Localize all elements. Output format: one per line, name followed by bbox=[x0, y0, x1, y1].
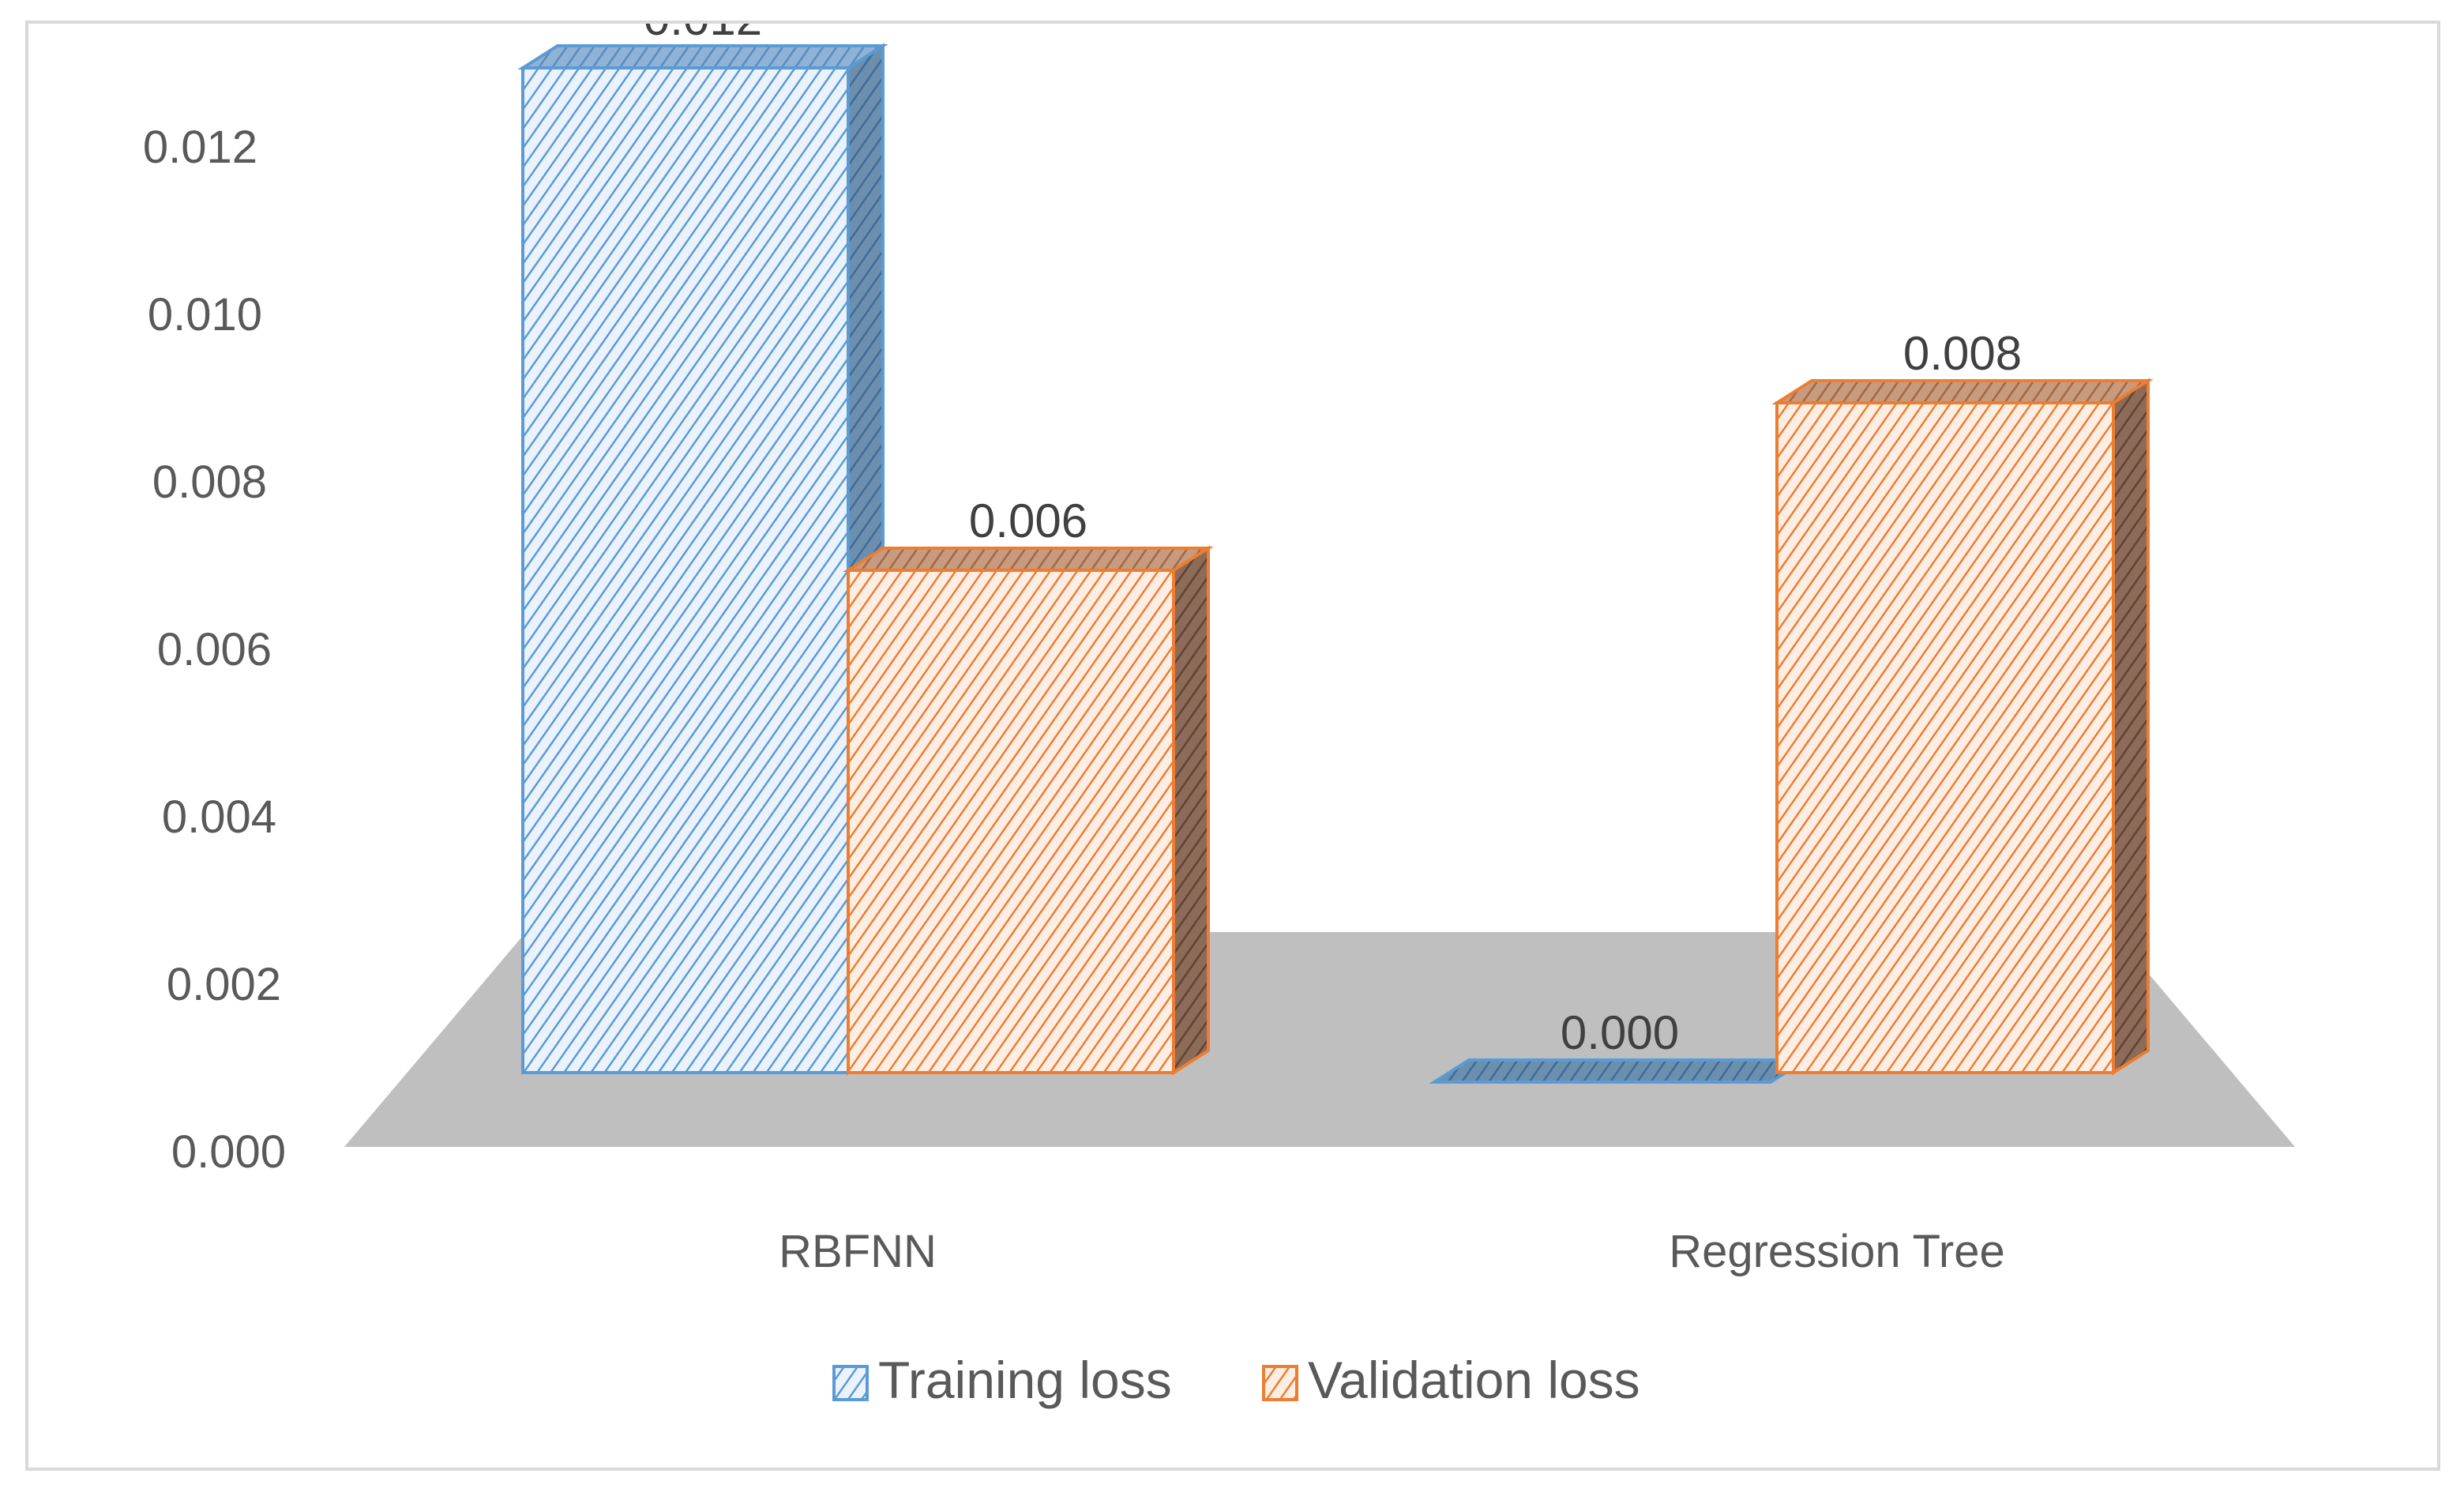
x-tick-label: Regression Tree bbox=[1669, 1226, 2005, 1277]
y-tick-label: 0.004 bbox=[162, 791, 276, 843]
bar-series bbox=[517, 43, 2154, 1084]
x-tick-label: RBFNN bbox=[779, 1226, 937, 1277]
y-tick-label: 0.010 bbox=[148, 289, 262, 340]
legend-swatch-validation bbox=[1262, 1365, 1298, 1401]
bar-front-face bbox=[847, 569, 1175, 1074]
bar-top-face bbox=[1429, 1058, 1811, 1084]
y-tick-label: 0.008 bbox=[152, 457, 267, 508]
x-axis: RBFNN Regression Tree bbox=[779, 1226, 2005, 1277]
legend-item-training[interactable]: Training loss bbox=[832, 1351, 1172, 1409]
bar-front-face bbox=[521, 66, 850, 1074]
bar-training-regression-tree bbox=[1429, 1058, 1811, 1084]
bar-front-face bbox=[1775, 401, 2115, 1074]
y-tick-label: 0.012 bbox=[143, 122, 257, 173]
bar-top-face bbox=[517, 44, 888, 70]
bar-top-face bbox=[1771, 379, 2154, 404]
data-label: 0.000 bbox=[1561, 1006, 1679, 1059]
legend-label-validation: Validation loss bbox=[1308, 1351, 1640, 1409]
y-tick-label: 0.000 bbox=[171, 1126, 286, 1178]
data-labels: 0.012 0.006 0.000 0.008 bbox=[644, 24, 2022, 1059]
data-label: 0.012 bbox=[644, 24, 762, 45]
bar-chart: 0.000 0.002 0.004 0.006 0.008 0.010 0.012 0.01… bbox=[143, 24, 2295, 1409]
data-label: 0.008 bbox=[1903, 327, 2022, 380]
data-label: 0.006 bbox=[969, 494, 1087, 547]
y-tick-label: 0.006 bbox=[157, 624, 272, 675]
bar-side-face bbox=[2112, 378, 2150, 1076]
bar-top-face bbox=[843, 547, 1214, 572]
legend: Training loss Validation loss bbox=[832, 1351, 1640, 1409]
bar-side-face bbox=[1172, 545, 1210, 1076]
y-tick-label: 0.002 bbox=[167, 959, 281, 1010]
bar-validation-regression-tree bbox=[1771, 378, 2154, 1076]
y-axis: 0.000 0.002 0.004 0.006 0.008 0.010 0.012 bbox=[143, 122, 286, 1178]
legend-label-training: Training loss bbox=[878, 1351, 1172, 1409]
legend-item-validation[interactable]: Validation loss bbox=[1262, 1351, 1640, 1409]
bar-validation-rbfnn bbox=[843, 545, 1214, 1076]
bar-training-rbfnn bbox=[517, 43, 888, 1076]
legend-swatch-training bbox=[832, 1365, 869, 1401]
chart-frame: 0.000 0.002 0.004 0.006 0.008 0.010 0.012 0.01… bbox=[25, 21, 2440, 1471]
